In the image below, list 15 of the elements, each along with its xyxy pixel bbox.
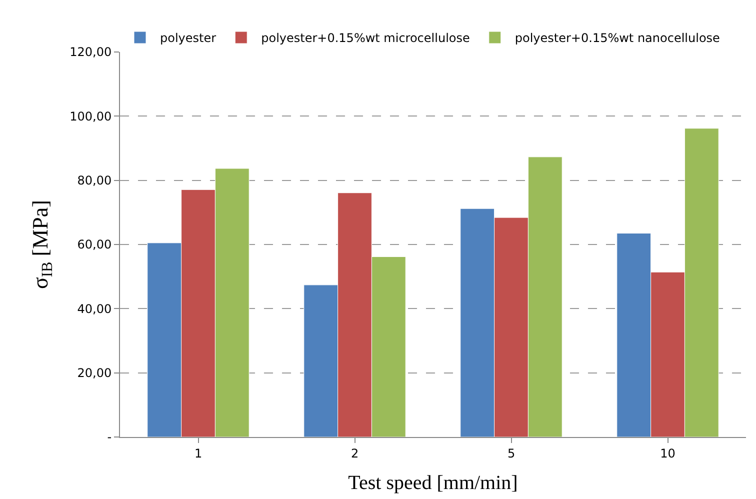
x-tick-label: 2	[350, 446, 359, 460]
x-tick-label: 1	[194, 446, 202, 460]
x-axis-title: Test speed [mm/min]	[348, 472, 518, 494]
y-tick-label: 20,00	[77, 366, 112, 380]
y-tick-label: 40,00	[77, 302, 112, 316]
y-tick-label: -	[107, 430, 112, 444]
y-tick-label: 80,00	[77, 174, 112, 188]
y-tick-label: 120,00	[70, 45, 112, 60]
x-tick-label: 5	[507, 446, 516, 460]
legend-label: polyester	[160, 31, 216, 46]
y-tick-label: 60,00	[77, 238, 112, 252]
x-tick-label: 10	[660, 446, 676, 460]
legend-label: polyester+0.15%wt microcellulose	[261, 31, 470, 46]
legend-label: polyester+0.15%wt nanocellulose	[514, 31, 720, 46]
y-tick-label: 100,00	[70, 109, 112, 124]
